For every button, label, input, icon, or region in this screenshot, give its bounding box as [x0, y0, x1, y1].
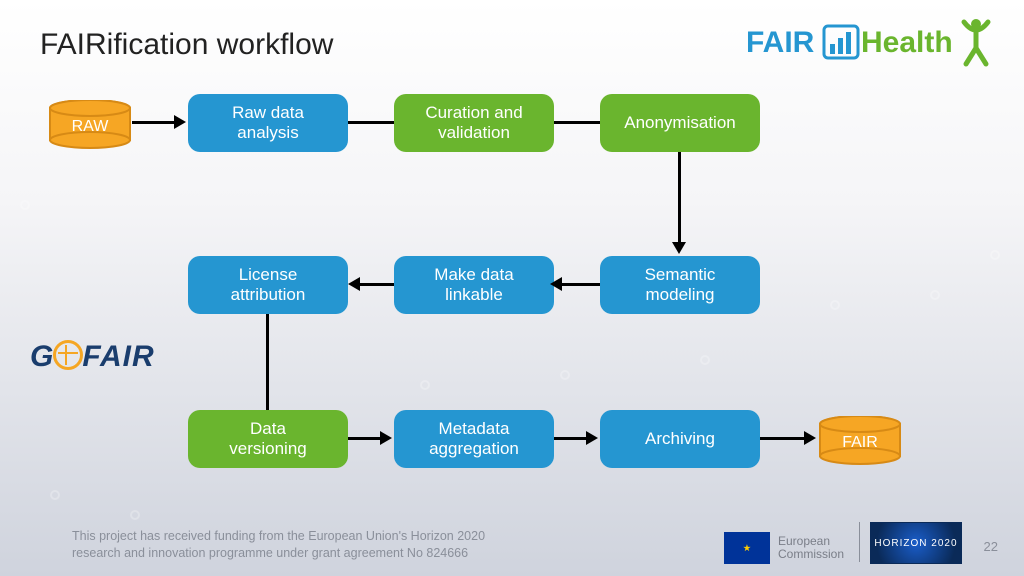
- arrow: [560, 283, 600, 286]
- gofair-logo: G FAIR: [30, 340, 155, 374]
- node-archiving: Archiving: [600, 410, 760, 468]
- raw-cylinder: RAW: [48, 100, 132, 155]
- fair-cylinder: FAIR: [818, 416, 902, 471]
- arrow: [358, 283, 394, 286]
- footer-line2: research and innovation programme under …: [72, 545, 485, 562]
- arrow: [348, 437, 382, 440]
- node-semantic: Semanticmodeling: [600, 256, 760, 314]
- arrow-head-icon: [380, 431, 392, 445]
- node-curation: Curation andvalidation: [394, 94, 554, 152]
- arrow: [554, 121, 600, 124]
- arrow-head-icon: [550, 277, 562, 291]
- arrow: [760, 437, 806, 440]
- deco-dot: [830, 300, 840, 310]
- arrow-head-icon: [348, 277, 360, 291]
- arrow-head-icon: [174, 115, 186, 129]
- deco-dot: [130, 510, 140, 520]
- gofair-fair: FAIR: [82, 340, 154, 373]
- logo-health-text: Health: [861, 26, 953, 59]
- deco-dot: [930, 290, 940, 300]
- arrow: [132, 121, 176, 124]
- node-metadata: Metadataaggregation: [394, 410, 554, 468]
- eu-text: European Commission: [778, 535, 844, 561]
- divider: [859, 522, 860, 562]
- deco-dot: [560, 370, 570, 380]
- deco-dot: [420, 380, 430, 390]
- horizon2020-logo: HORIZON 2020: [870, 522, 962, 564]
- arrow-head-icon: [804, 431, 816, 445]
- node-license: Licenseattribution: [188, 256, 348, 314]
- eu-commission-logo: ⋆ European Commission: [724, 532, 844, 564]
- node-raw-analysis: Raw dataanalysis: [188, 94, 348, 152]
- arrow: [348, 121, 394, 124]
- logo-fair-text: FAIR: [746, 26, 815, 59]
- node-versioning: Dataversioning: [188, 410, 348, 468]
- eu-flag-icon: ⋆: [724, 532, 770, 564]
- node-anonymisation: Anonymisation: [600, 94, 760, 152]
- arrow: [266, 314, 269, 410]
- node-linkable: Make datalinkable: [394, 256, 554, 314]
- globe-icon: [53, 340, 83, 370]
- footer-line1: This project has received funding from t…: [72, 528, 485, 545]
- page-title: FAIRification workflow: [40, 28, 333, 62]
- arrow: [678, 152, 681, 244]
- page-number: 22: [984, 539, 998, 554]
- deco-dot: [50, 490, 60, 500]
- deco-dot: [20, 200, 30, 210]
- gofair-g: G: [30, 340, 54, 373]
- funding-footer: This project has received funding from t…: [72, 528, 485, 562]
- fair-label: FAIR: [818, 434, 902, 452]
- arrow-head-icon: [672, 242, 686, 254]
- arrow: [554, 437, 588, 440]
- deco-dot: [990, 250, 1000, 260]
- fair4health-logo: FAIR Health: [746, 18, 1006, 75]
- deco-dot: [700, 355, 710, 365]
- arrow-head-icon: [586, 431, 598, 445]
- raw-label: RAW: [48, 118, 132, 136]
- eu-label2: Commission: [778, 548, 844, 561]
